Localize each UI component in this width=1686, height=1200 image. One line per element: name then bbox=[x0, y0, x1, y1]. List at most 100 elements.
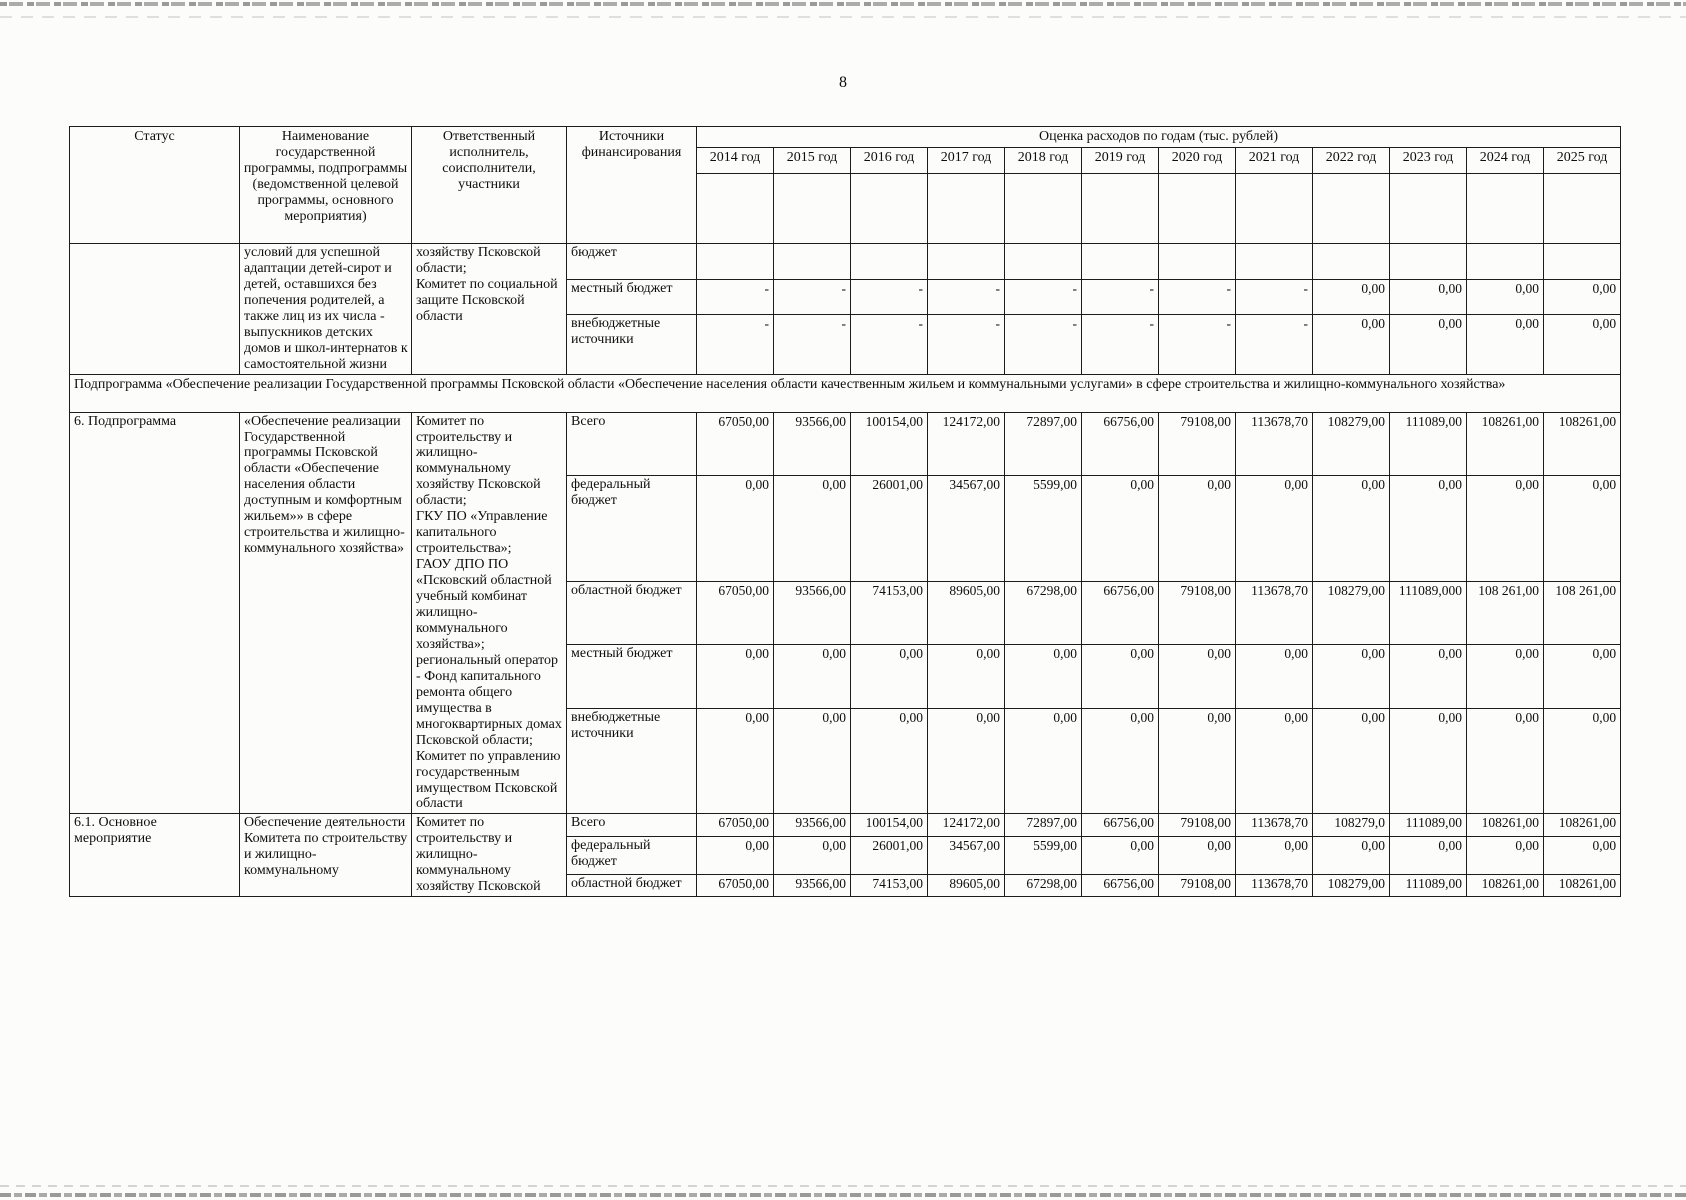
finance-source: внебюджетные источники bbox=[566, 314, 697, 375]
year-value: 34567,00 bbox=[927, 475, 1005, 582]
empty-cell bbox=[773, 172, 851, 244]
empty-cell bbox=[1542, 172, 1622, 244]
year-value: 0,00 bbox=[1466, 644, 1544, 709]
year-value: 0,00 bbox=[1004, 644, 1082, 709]
year-value: 79108,00 bbox=[1158, 813, 1236, 837]
year-value: 0,00 bbox=[1235, 644, 1313, 709]
year-value: 0,00 bbox=[927, 707, 1005, 815]
year-value: 108279,00 bbox=[1312, 580, 1390, 646]
year-value: 108261,00 bbox=[1542, 873, 1622, 898]
carry-finance-row: местный бюджет - - - - - - - - 0,00 0,00… bbox=[70, 278, 1622, 316]
sec61-finance-row: федеральный бюджет 0,00 0,00 26001,00 34… bbox=[70, 836, 1622, 875]
header-name: Наименование государственной программы, … bbox=[239, 126, 412, 244]
year-value bbox=[850, 242, 928, 280]
year-value bbox=[1389, 242, 1467, 280]
header-year: 2024 год bbox=[1466, 146, 1544, 174]
year-value: 0,00 bbox=[1235, 707, 1313, 815]
scan-noise-top-faint bbox=[0, 16, 1686, 18]
year-value: 0,00 bbox=[1466, 278, 1544, 316]
year-value: - bbox=[696, 314, 774, 375]
sec6-finance-row: местный бюджет 0,00 0,00 0,00 0,00 0,00 … bbox=[70, 644, 1622, 709]
year-value: 113678,70 bbox=[1235, 873, 1313, 898]
year-value bbox=[1235, 242, 1313, 280]
year-value: 67298,00 bbox=[1004, 873, 1082, 898]
year-value: 0,00 bbox=[1466, 475, 1544, 582]
year-value: - bbox=[927, 278, 1005, 316]
empty-cell bbox=[927, 172, 1005, 244]
year-value: 0,00 bbox=[773, 475, 851, 582]
year-value: 0,00 bbox=[1158, 475, 1236, 582]
empty-cell bbox=[1235, 172, 1313, 244]
year-value bbox=[1542, 242, 1622, 280]
banner-row: Подпрограмма «Обеспечение реализации Гос… bbox=[68, 373, 1622, 413]
year-value: 0,00 bbox=[1542, 278, 1622, 316]
finance-source: областной бюджет bbox=[566, 873, 697, 898]
year-value: 79108,00 bbox=[1158, 580, 1236, 646]
scan-noise-top bbox=[0, 2, 1686, 6]
year-value: 26001,00 bbox=[850, 475, 928, 582]
year-value: 113678,70 bbox=[1235, 580, 1313, 646]
year-value: - bbox=[1081, 278, 1159, 316]
header-year: 2018 год bbox=[1004, 146, 1082, 174]
year-value: 0,00 bbox=[1542, 475, 1622, 582]
year-value: 0,00 bbox=[1466, 314, 1544, 375]
year-value: 0,00 bbox=[773, 707, 851, 815]
year-value: 0,00 bbox=[1081, 644, 1159, 709]
year-value: 0,00 bbox=[1312, 644, 1390, 709]
program-name-cell: Обеспечение деятельности Комитета по стр… bbox=[239, 813, 412, 898]
year-value: 0,00 bbox=[1389, 278, 1467, 316]
year-value: - bbox=[850, 278, 928, 316]
year-value bbox=[1466, 242, 1544, 280]
year-value bbox=[1158, 242, 1236, 280]
header-row-years: 2014 год 2015 год 2016 год 2017 год 2018… bbox=[70, 146, 1622, 174]
year-value: - bbox=[850, 314, 928, 375]
status-cell bbox=[69, 242, 240, 375]
finance-source: Всего bbox=[566, 813, 697, 837]
year-value bbox=[1004, 242, 1082, 280]
year-value bbox=[1081, 242, 1159, 280]
executor-cell: Комитет по строительству и жилищно-комму… bbox=[411, 411, 567, 815]
program-name-cell: «Обеспечение реализации Государственной … bbox=[239, 411, 412, 815]
year-value: 0,00 bbox=[1466, 836, 1544, 875]
year-value: 89605,00 bbox=[927, 580, 1005, 646]
year-value: 79108,00 bbox=[1158, 873, 1236, 898]
year-value: - bbox=[1004, 278, 1082, 316]
year-value: 0,00 bbox=[1312, 278, 1390, 316]
year-value: 108 261,00 bbox=[1466, 580, 1544, 646]
empty-cell bbox=[1158, 172, 1236, 244]
year-value: - bbox=[1004, 314, 1082, 375]
year-value: 0,00 bbox=[1081, 836, 1159, 875]
year-value: 0,00 bbox=[1389, 314, 1467, 375]
sec6-finance-row: 6. Подпрограмма «Обеспечение реализации … bbox=[69, 411, 1622, 815]
year-value: 113678,70 bbox=[1235, 813, 1313, 837]
year-value: - bbox=[1158, 278, 1236, 316]
header-costs-title: Оценка расходов по годам (тыс. рублей) bbox=[695, 126, 1622, 148]
year-value: 0,00 bbox=[1235, 475, 1313, 582]
year-value: 0,00 bbox=[773, 644, 851, 709]
year-value: 5599,00 bbox=[1004, 836, 1082, 875]
finance-source: Всего bbox=[566, 411, 697, 477]
scan-noise-bottom bbox=[0, 1193, 1686, 1197]
year-value: - bbox=[696, 278, 774, 316]
year-value: 72897,00 bbox=[1004, 411, 1082, 477]
header-year: 2020 год bbox=[1158, 146, 1236, 174]
header-status: Статус bbox=[69, 126, 240, 244]
year-value bbox=[927, 242, 1005, 280]
year-value: 0,00 bbox=[696, 707, 774, 815]
year-value: 93566,00 bbox=[773, 873, 851, 898]
year-value: 67050,00 bbox=[696, 411, 774, 477]
year-value: 79108,00 bbox=[1158, 411, 1236, 477]
empty-cell bbox=[1081, 172, 1159, 244]
year-value: 124172,00 bbox=[927, 411, 1005, 477]
status-cell: 6.1. Основное мероприятие bbox=[69, 813, 240, 898]
header-year: 2015 год bbox=[773, 146, 851, 174]
header-year: 2017 год bbox=[927, 146, 1005, 174]
sec6-finance-row: федеральный бюджет 0,00 0,00 26001,00 34… bbox=[70, 475, 1622, 582]
year-value: 0,00 bbox=[696, 836, 774, 875]
year-value: 0,00 bbox=[696, 475, 774, 582]
year-value: 124172,00 bbox=[927, 813, 1005, 837]
year-value: 108279,0 bbox=[1312, 813, 1390, 837]
year-value: 0,00 bbox=[1235, 836, 1313, 875]
year-value: 108261,00 bbox=[1542, 813, 1622, 837]
executor-cell: хозяйству Псковской области; Комитет по … bbox=[411, 242, 567, 375]
